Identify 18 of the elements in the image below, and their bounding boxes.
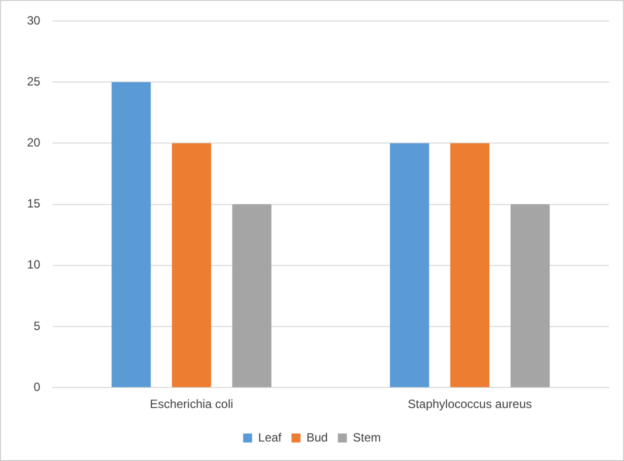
legend-label: Stem [352,430,381,444]
bar [172,143,212,388]
bar [510,204,550,388]
bar [232,204,272,388]
y-tick-label: 30 [26,13,41,28]
legend-label: Bud [306,430,328,444]
y-tick-label: 25 [26,74,41,88]
y-tick-label: 20 [26,136,41,150]
bar [390,143,430,388]
y-tick-label: 10 [26,258,41,272]
legend-label: Leaf [258,430,282,444]
bar [112,82,151,388]
x-tick-label: Staphylococcus aureus [408,397,532,412]
x-tick-label: Escherichia coli [150,397,234,412]
y-tick-label: 15 [26,196,41,211]
bar [450,143,490,388]
y-tick-label: 0 [34,380,41,394]
y-tick-label: 5 [34,318,41,333]
